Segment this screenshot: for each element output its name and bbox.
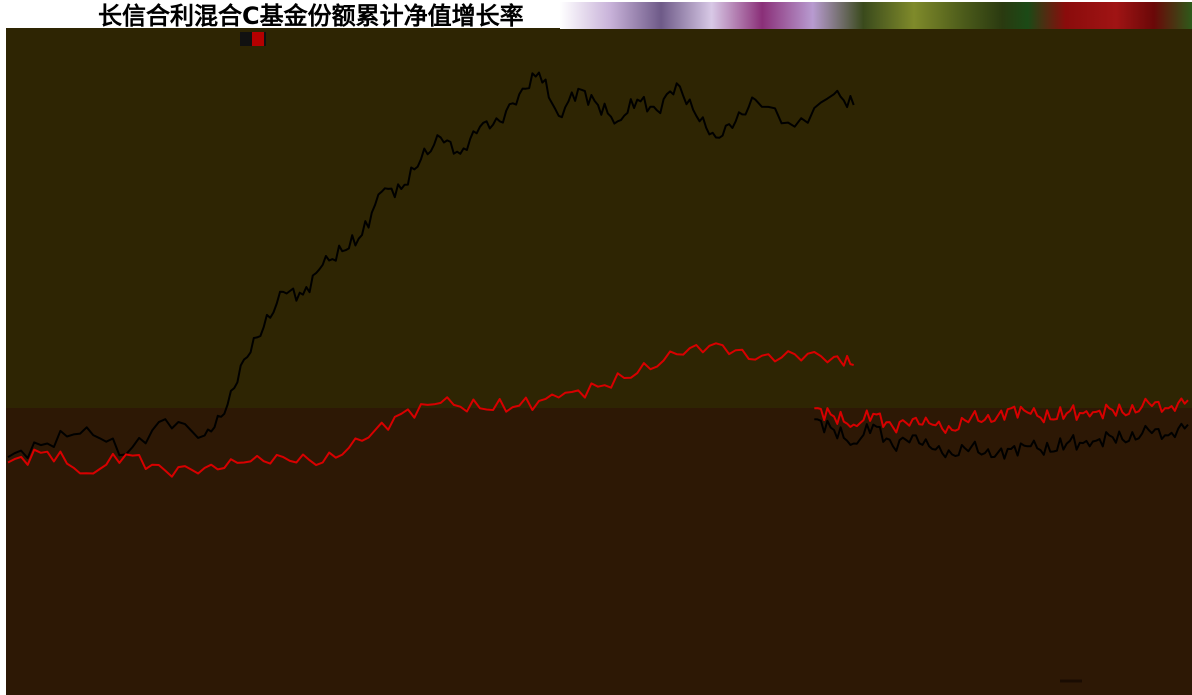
series-black-line-segment-2: [814, 418, 1189, 460]
series-red-line-segment-1: [7, 342, 854, 478]
series-black-line-segment-1: [7, 71, 855, 460]
chart-title: 长信合利混合C基金份额累计净值增长率: [98, 2, 524, 30]
series-red-line-segment-2: [814, 397, 1189, 434]
plot-band-upper: [6, 28, 1192, 408]
title-artifact-strip: [560, 2, 1192, 29]
legend-swatch-red: [252, 32, 264, 46]
